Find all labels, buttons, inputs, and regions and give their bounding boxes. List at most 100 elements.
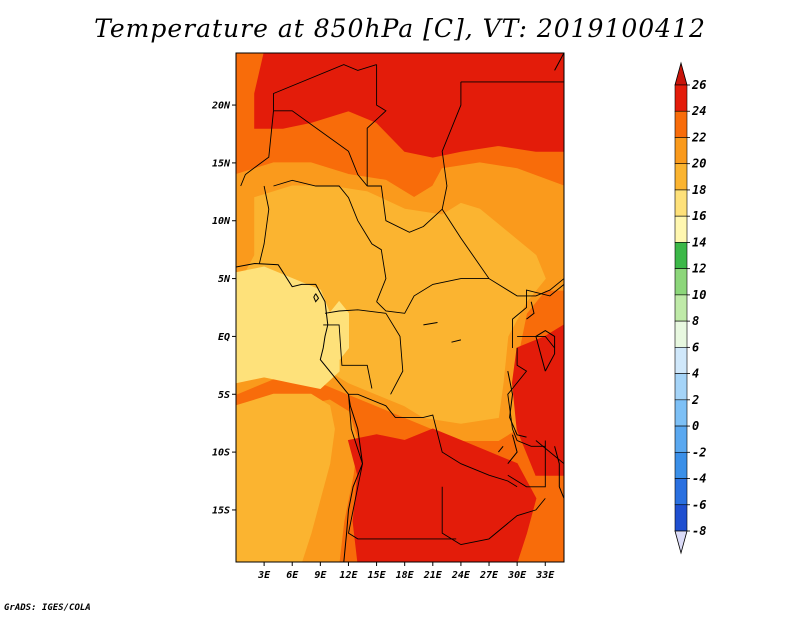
border-14 [347,394,457,540]
border-7 [258,185,270,264]
map-title: Temperature at 850hPa [C], VT: 201910041… [94,14,706,43]
colorbar-label: 16 [692,209,706,223]
latitude-axis: 20N 15N 10N 5N EQ 5S 10S 15S [211,101,236,516]
colorbar-under-arrow [674,530,688,555]
border-9 [376,278,489,314]
colorbar-label: -8 [692,524,706,538]
colorbar-label: 2 [691,393,699,407]
border-17 [507,440,546,488]
colorbar-label: -2 [692,445,706,459]
lon-tick-label: 21E [423,570,443,581]
plot-frame [235,52,565,563]
border-18 [507,348,546,447]
border-3 [366,64,387,186]
lat-tick-label: 10S [212,448,230,459]
colorbar-box [674,110,688,138]
grads-credit: GrADS: IGES/COLA [4,603,91,613]
colorbar-box [674,373,688,401]
colorbar-label: -6 [692,498,706,512]
colorbar-box [674,504,688,532]
lon-tick-label: 3E [257,570,271,581]
coastline-5 [526,301,535,320]
lon-tick-label: 30E [507,570,527,581]
lat-tick-label: 15S [212,505,230,516]
colorbar-box [674,189,688,217]
lon-tick-label: 6E [286,570,299,581]
colorbar-label: 26 [691,78,706,92]
lon-tick-label: 9E [314,570,327,581]
colorbar-label: 4 [692,367,699,381]
border-19 [512,284,564,348]
longitude-axis: 3E 6E 9E 12E 15E 18E 21E 24E 27E 30E 33E [257,562,555,581]
colorbar-box [674,347,688,374]
colorbar-label: 0 [692,419,699,433]
coastline-0 [236,262,364,562]
colorbar-box [674,451,688,479]
border-6 [441,208,564,297]
coastline-10 [498,445,504,453]
border-1 [273,110,368,187]
colorbar-box [674,215,688,243]
coastline-2 [507,371,527,438]
coastline-1 [535,330,556,372]
lat-tick-label: 5S [218,390,230,401]
lon-tick-label: 18E [396,570,415,581]
colorbar-box [674,163,688,191]
lon-tick-label: 24E [451,570,471,581]
colorbar-box [674,399,688,427]
colorbar-label: 6 [692,340,699,354]
border-0 [273,64,377,111]
colorbar-label: 8 [692,314,699,328]
colorbar-label: 14 [692,235,706,249]
colorbar-box [674,137,688,165]
colorbar-label: 22 [691,130,706,144]
lon-tick-label: 15E [368,570,387,581]
lon-tick-label: 33E [535,570,555,581]
coastline-7 [313,293,320,303]
border-8 [273,179,387,302]
colorbar-box [674,320,688,348]
zone-24-26-north [254,53,564,158]
lon-tick-label: 27E [479,570,499,581]
colorbar-box [674,425,688,453]
lat-tick-label: EQ [218,332,230,343]
zone-18-20-south [236,393,335,562]
border-2 [240,110,274,187]
border-4 [367,81,462,233]
lat-tick-label: 15N [212,158,231,169]
colorbar-box [674,84,688,112]
border-11 [323,324,373,389]
border-16 [460,498,546,546]
border-21 [535,440,564,465]
temperature-shading [236,53,564,562]
lat-tick-label: 5N [218,274,231,285]
lat-tick-label: 10N [212,216,231,227]
coastline-9 [451,339,462,343]
lat-tick-label: 20N [211,101,231,112]
colorbar-label: -4 [692,472,706,486]
coastline-4 [507,434,518,465]
border-12 [385,313,404,395]
coastlines [236,53,564,562]
colorbar-label: 18 [692,183,706,197]
coastline-8 [423,322,438,326]
colorbar-label: 12 [692,262,706,276]
colorbar-box [674,294,688,322]
border-13 [348,393,518,488]
coastline-6 [554,53,564,71]
colorbar-box [674,478,688,506]
zone-24-26-east [511,324,564,476]
coastline-3 [554,446,564,499]
border-10 [324,309,386,314]
lon-tick-label: 12E [339,570,358,581]
colorbar-over-arrow [674,61,688,86]
colorbar-box [674,242,688,269]
colorbar-label: 10 [692,288,706,302]
country-borders [240,64,564,546]
colorbar-label: 24 [691,104,706,118]
colorbar-box [674,268,688,296]
border-15 [441,486,462,545]
border-20 [517,335,555,349]
